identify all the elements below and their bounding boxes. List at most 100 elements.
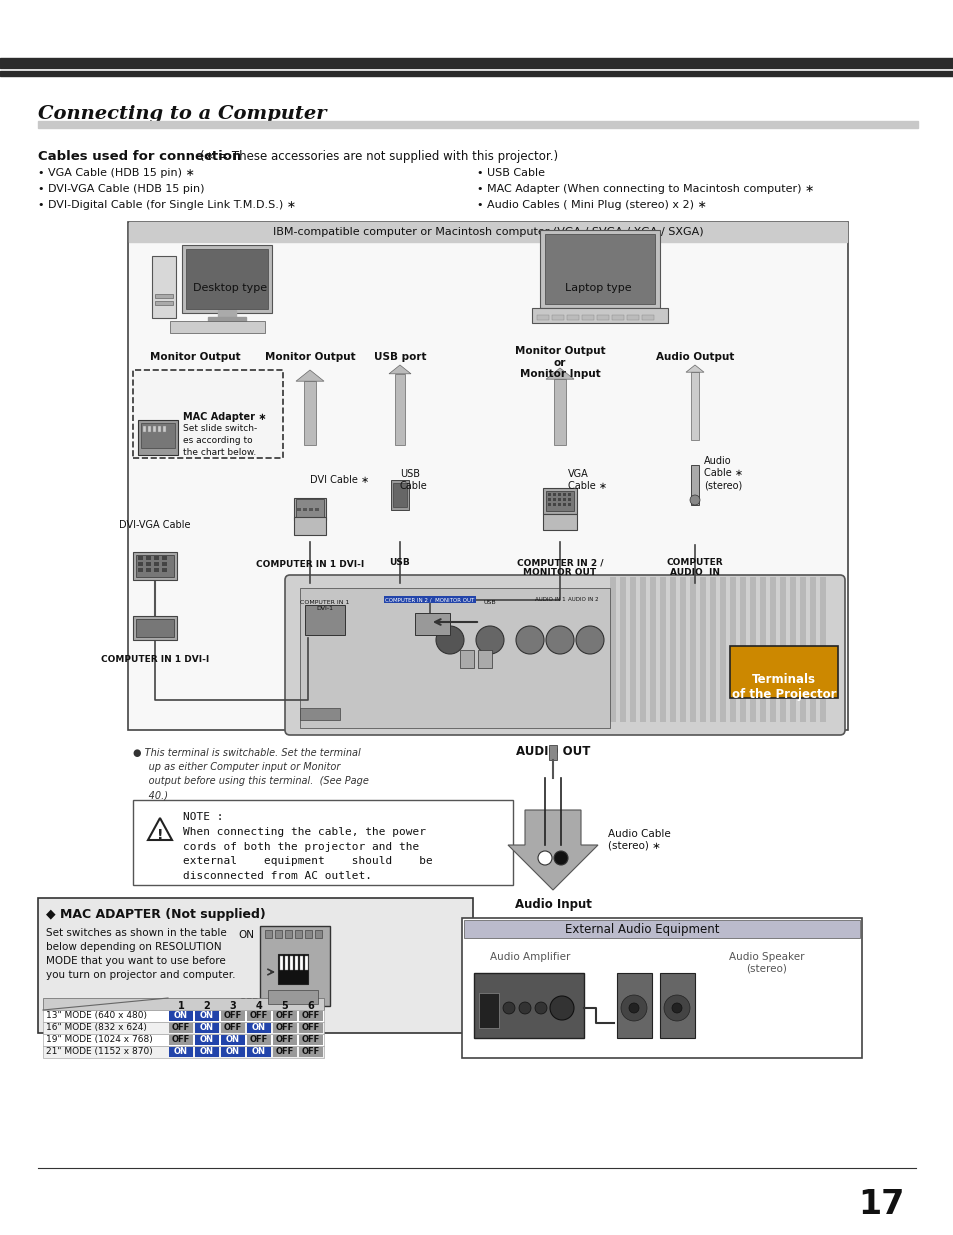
Circle shape [545, 626, 574, 655]
Text: ON: ON [252, 1047, 266, 1056]
Bar [194, 1023, 219, 1032]
Bar [43, 1034, 324, 1046]
Bar [532, 308, 667, 324]
Text: OFF: OFF [250, 1035, 268, 1044]
Text: ● This terminal is switchable. Set the terminal
     up as either Computer input: ● This terminal is switchable. Set the t… [132, 748, 369, 800]
Text: OFF: OFF [172, 1035, 190, 1044]
Bar [132, 800, 513, 885]
Bar [463, 920, 859, 939]
Text: 6: 6 [307, 1002, 314, 1011]
Bar [247, 1035, 271, 1045]
Text: ON: ON [200, 1011, 213, 1020]
Text: 16" MODE (832 x 624): 16" MODE (832 x 624) [46, 1023, 147, 1032]
Text: ON: ON [173, 1047, 188, 1056]
Text: ON: ON [173, 1011, 188, 1020]
Text: DVI Cable ∗: DVI Cable ∗ [310, 475, 369, 485]
Bar [294, 930, 302, 939]
Text: COMPUTER IN 2 /  MONITOR OUT: COMPUTER IN 2 / MONITOR OUT [385, 597, 475, 601]
Bar [542, 488, 577, 514]
Bar [132, 370, 283, 458]
Text: (∗ = These accessories are not supplied with this projector.): (∗ = These accessories are not supplied … [200, 149, 558, 163]
Bar [163, 426, 166, 432]
Text: !: ! [156, 827, 163, 842]
Bar [146, 568, 151, 572]
Text: • MAC Adapter (When connecting to Macintosh computer) ∗: • MAC Adapter (When connecting to Macint… [476, 184, 814, 194]
Text: USB: USB [389, 558, 410, 567]
Text: Audio Amplifier: Audio Amplifier [489, 952, 570, 962]
Bar [709, 577, 716, 722]
Bar [548, 745, 557, 760]
Bar [182, 245, 272, 312]
Text: OFF: OFF [250, 1011, 268, 1020]
Text: OFF: OFF [275, 1047, 294, 1056]
Bar [562, 493, 565, 496]
Bar [136, 619, 173, 637]
Bar [566, 315, 578, 320]
Text: COMPUTER IN 1 DVI-I: COMPUTER IN 1 DVI-I [101, 655, 209, 664]
Bar [545, 492, 574, 511]
Bar [461, 918, 862, 1058]
Text: Monitor Output: Monitor Output [150, 352, 240, 362]
Text: Audio Output: Audio Output [655, 352, 734, 362]
Bar [689, 577, 696, 722]
Text: 1: 1 [177, 1002, 184, 1011]
Text: USB: USB [483, 600, 496, 605]
Bar [309, 508, 313, 511]
Text: 4: 4 [255, 1002, 262, 1011]
Bar [294, 498, 326, 520]
Bar [153, 562, 159, 566]
Text: USB port: USB port [374, 352, 426, 362]
Text: IBM-compatible computer or Macintosh computer (VGA / SVGA / XGA / SXGA): IBM-compatible computer or Macintosh com… [273, 227, 702, 237]
Bar [629, 577, 636, 722]
Bar [247, 1023, 271, 1032]
Circle shape [663, 995, 689, 1021]
Polygon shape [181, 370, 209, 382]
Text: Monitor Output: Monitor Output [264, 352, 355, 362]
Bar [415, 613, 450, 635]
Bar [626, 315, 639, 320]
Bar [305, 956, 308, 969]
Bar [162, 562, 167, 566]
Bar [567, 503, 571, 506]
Polygon shape [685, 366, 703, 372]
Bar [268, 990, 317, 1004]
Bar [679, 577, 685, 722]
Text: Audio Speaker
(stereo): Audio Speaker (stereo) [728, 952, 804, 973]
Text: ON: ON [226, 1047, 240, 1056]
Text: 21" MODE (1152 x 870): 21" MODE (1152 x 870) [46, 1047, 152, 1056]
Text: MAC Adapter ∗: MAC Adapter ∗ [183, 412, 266, 422]
Bar [153, 556, 159, 559]
Text: 2: 2 [203, 1002, 211, 1011]
Bar [247, 1047, 271, 1057]
Circle shape [689, 495, 700, 505]
Bar [298, 1035, 323, 1045]
Bar [299, 956, 303, 969]
Text: Audio
Cable ∗
(stereo): Audio Cable ∗ (stereo) [703, 456, 742, 490]
Circle shape [554, 851, 567, 864]
Bar [720, 577, 725, 722]
Bar [303, 382, 316, 445]
Text: Desktop type: Desktop type [193, 283, 267, 293]
Bar [639, 577, 645, 722]
Bar [295, 499, 324, 517]
Circle shape [476, 626, 503, 655]
Bar [789, 577, 795, 722]
Bar [154, 294, 172, 298]
Bar [152, 426, 156, 432]
Bar [153, 568, 159, 572]
Text: OFF: OFF [301, 1023, 320, 1032]
Bar [393, 483, 407, 508]
Bar [0, 70, 953, 77]
Bar [700, 577, 705, 722]
Text: Audio Cable
(stereo) ∗: Audio Cable (stereo) ∗ [607, 829, 670, 851]
Text: COMPUTER IN 1 DVI-I: COMPUTER IN 1 DVI-I [255, 559, 364, 569]
Circle shape [550, 995, 574, 1020]
Bar [273, 1023, 296, 1032]
Polygon shape [389, 366, 411, 374]
Bar [273, 1047, 296, 1057]
Polygon shape [545, 368, 574, 379]
Bar [547, 498, 551, 501]
Text: ON: ON [200, 1047, 213, 1056]
Bar [162, 556, 167, 559]
Bar [138, 568, 143, 572]
